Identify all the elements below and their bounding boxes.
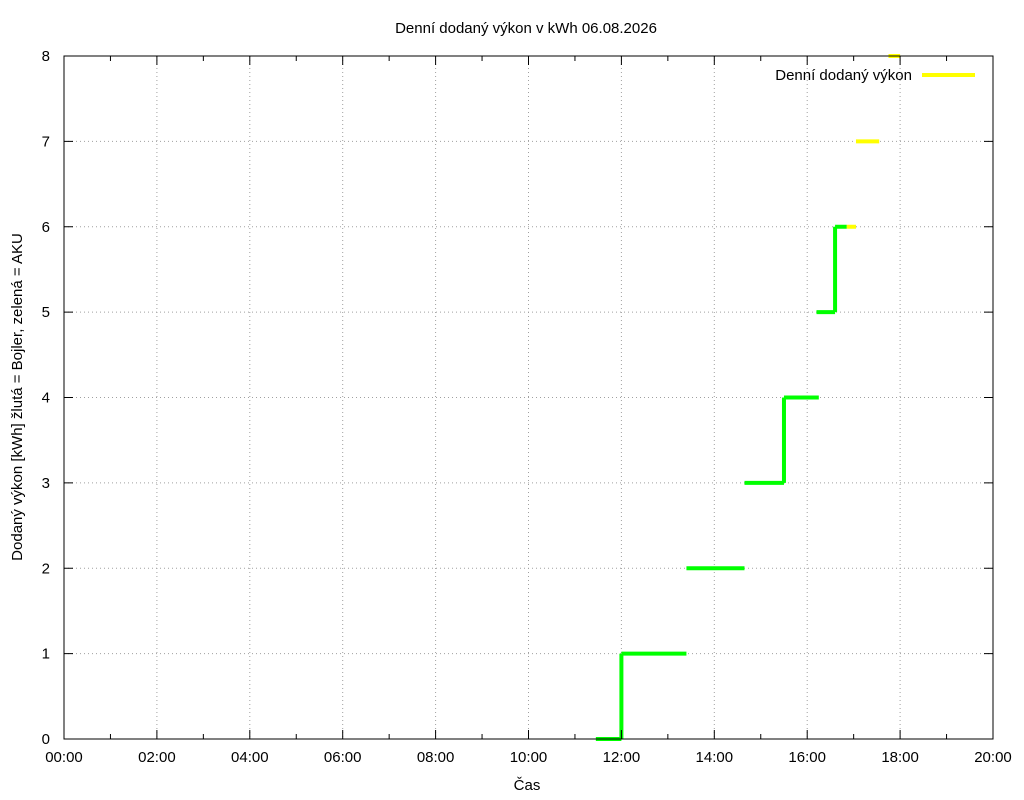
x-tick-label: 20:00 bbox=[974, 749, 1012, 766]
chart-title: Denní dodaný výkon v kWh 06.08.2026 bbox=[395, 20, 657, 37]
x-tick-label: 16:00 bbox=[788, 749, 826, 766]
x-tick-label: 18:00 bbox=[881, 749, 919, 766]
x-tick-label: 10:00 bbox=[510, 749, 548, 766]
x-axis-label: Čas bbox=[514, 777, 541, 794]
grid bbox=[64, 56, 993, 739]
y-axis-label: Dodaný výkon [kWh] žlutá = Bojler, zelen… bbox=[9, 233, 26, 561]
x-tick-label: 14:00 bbox=[696, 749, 734, 766]
x-tick-label: 06:00 bbox=[324, 749, 362, 766]
y-tick-label: 6 bbox=[42, 219, 50, 236]
y-tick-label: 8 bbox=[42, 48, 50, 65]
x-tick-label: 08:00 bbox=[417, 749, 455, 766]
y-tick-label: 7 bbox=[42, 133, 50, 150]
y-tick-label: 4 bbox=[42, 390, 50, 407]
y-tick-label: 5 bbox=[42, 304, 50, 321]
legend-label: Denní dodaný výkon bbox=[775, 67, 912, 84]
series-layer bbox=[595, 54, 901, 741]
x-tick-label: 02:00 bbox=[138, 749, 176, 766]
x-tick-label: 04:00 bbox=[231, 749, 269, 766]
legend: Denní dodaný výkon bbox=[775, 67, 975, 84]
y-tick-label: 2 bbox=[42, 560, 50, 577]
ticks: 00:00 02:00 04:00 06:00 08:00 10:00 12:00 14:00… bbox=[42, 48, 1012, 766]
x-tick-label: 00:00 bbox=[45, 749, 83, 766]
y-tick-label: 3 bbox=[42, 475, 50, 492]
x-tick-label: 12:00 bbox=[603, 749, 641, 766]
y-tick-label: 1 bbox=[42, 646, 50, 663]
y-tick-label: 0 bbox=[42, 731, 50, 748]
